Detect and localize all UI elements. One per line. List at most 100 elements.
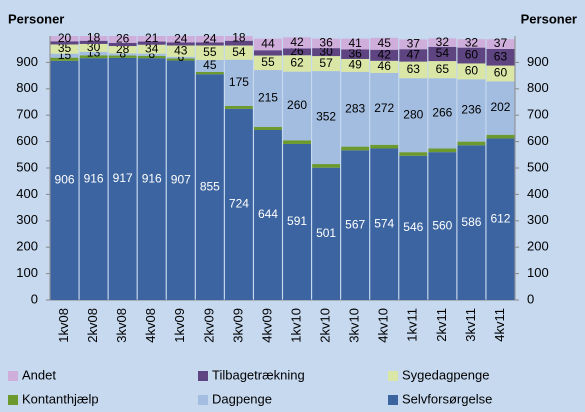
data-label: 917	[113, 171, 133, 185]
data-label: 36	[319, 36, 333, 50]
bar-segment	[428, 61, 457, 79]
bar-segment	[486, 134, 515, 139]
bar-segment	[166, 60, 195, 300]
y2-tick-label: 600	[527, 133, 549, 148]
x-tick-label: 2kv10	[318, 308, 333, 343]
x-tick-label: 4kv10	[376, 308, 391, 343]
data-label: 546	[403, 220, 423, 234]
bar-segment	[195, 74, 224, 300]
bar-segment	[79, 36, 108, 41]
data-label: 42	[378, 47, 392, 61]
bar-segment	[457, 141, 486, 146]
data-label: 65	[436, 62, 450, 76]
data-label: 37	[407, 36, 421, 50]
bar-segment	[283, 48, 311, 56]
data-label: 272	[374, 101, 394, 115]
bar-segment	[254, 38, 282, 51]
data-label: 45	[378, 36, 392, 50]
data-label: 18	[232, 31, 246, 45]
data-label: 916	[84, 171, 104, 185]
bar-segment	[312, 71, 341, 165]
legend-swatch	[388, 371, 398, 381]
data-label: 32	[465, 36, 479, 50]
bar-segment	[224, 59, 253, 106]
bar-segment	[195, 45, 224, 61]
bar-segment	[341, 71, 370, 147]
bar-segment	[254, 129, 282, 300]
bar-segment	[50, 36, 79, 42]
y-tick-label: 0	[31, 291, 38, 306]
data-label: 907	[171, 172, 191, 186]
data-label: 26	[116, 32, 130, 46]
bar-segment	[486, 39, 515, 49]
legend-label: Kontanthjælp	[22, 391, 99, 406]
x-tick-label: 4kv08	[143, 308, 158, 343]
bar-segment	[370, 148, 399, 300]
data-label: 560	[432, 218, 452, 232]
bar-segment	[79, 43, 108, 52]
data-label: 612	[490, 211, 510, 225]
bar-segment	[486, 81, 515, 135]
data-label: 63	[407, 62, 421, 76]
bar-segment	[457, 79, 486, 142]
data-label: 60	[465, 48, 479, 62]
data-label: 60	[494, 66, 508, 80]
bar-segment	[108, 55, 137, 58]
y2-tick-label: 800	[527, 80, 549, 95]
data-label: 567	[345, 217, 365, 231]
bar-segment	[137, 58, 166, 301]
bar-segment	[254, 70, 282, 127]
data-label: 54	[436, 46, 450, 60]
data-label: 8	[148, 47, 155, 61]
bar-segment	[195, 71, 224, 75]
legend-swatch	[198, 395, 208, 405]
y2-tick-label: 700	[527, 107, 549, 122]
bar-segment	[224, 105, 253, 109]
bar-segment	[254, 126, 282, 130]
x-tick-label: 3kv08	[114, 308, 129, 343]
bar-segment	[486, 48, 515, 66]
bar-segment	[50, 57, 79, 61]
bar-segment	[283, 140, 311, 144]
bar-segment	[312, 167, 341, 300]
y-tick-label: 600	[16, 133, 38, 148]
x-tick-label: 1kv09	[172, 308, 187, 343]
x-tick-label: 3kv10	[347, 308, 362, 343]
bar-segment	[370, 144, 399, 149]
y-tick-label: 300	[16, 212, 38, 227]
y2-axis-label: Personer	[521, 11, 577, 26]
data-label: 35	[58, 41, 72, 55]
bar-segment	[370, 37, 399, 50]
bar-segment	[224, 40, 253, 46]
x-tick-label: 1kv11	[405, 308, 420, 342]
bar-segment	[166, 56, 195, 59]
data-label: 63	[494, 49, 508, 63]
bar-segment	[341, 49, 370, 59]
bar-segment	[195, 36, 224, 43]
data-label: 724	[229, 197, 249, 211]
data-label: 855	[200, 179, 220, 193]
data-label: 283	[345, 101, 365, 115]
bar-segment	[108, 42, 137, 47]
bar-segment	[50, 41, 79, 45]
y-axis-label: Personer	[8, 11, 64, 26]
data-label: 37	[494, 36, 508, 50]
bar-segment	[370, 60, 399, 73]
data-label: 574	[374, 216, 394, 230]
data-label: 44	[261, 37, 275, 51]
data-label: 57	[319, 56, 333, 70]
data-label: 42	[290, 35, 304, 49]
bar-segment	[166, 42, 195, 46]
bar-segment	[312, 38, 341, 49]
data-label: 60	[465, 64, 479, 78]
y2-tick-label: 200	[527, 239, 549, 254]
bar-segment	[457, 39, 486, 48]
bar-segment	[137, 36, 166, 42]
bar-segment	[283, 143, 311, 300]
bar-segment	[283, 71, 311, 141]
data-label: 591	[287, 214, 307, 228]
data-label: 49	[348, 58, 362, 72]
bar-segment	[399, 39, 428, 50]
data-label: 55	[261, 55, 275, 69]
